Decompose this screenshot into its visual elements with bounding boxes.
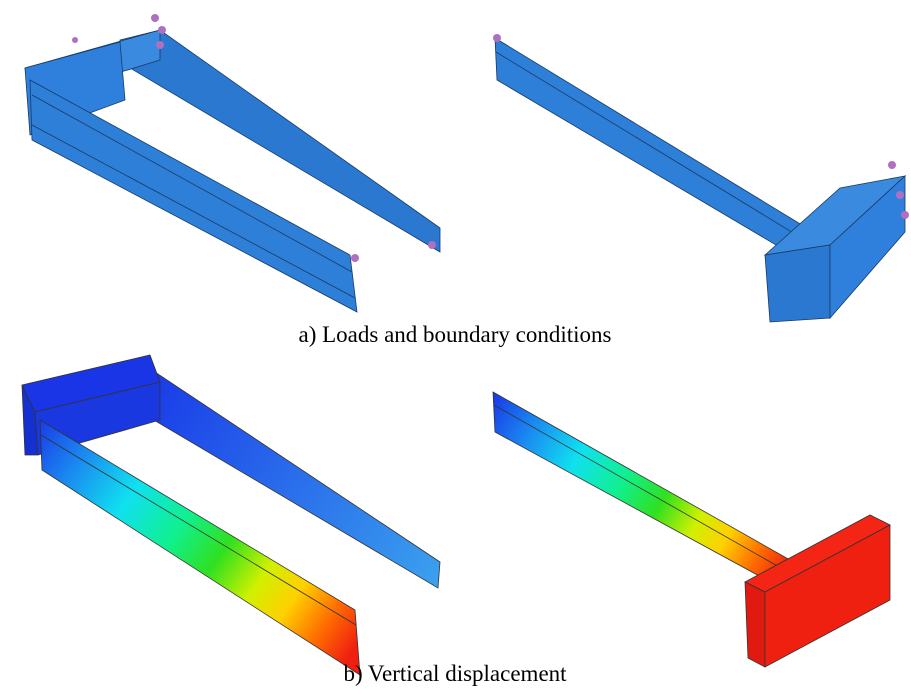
load-symbol	[428, 241, 436, 249]
load-symbol	[351, 254, 359, 262]
beam	[493, 392, 790, 590]
load-symbol	[901, 211, 909, 219]
page: Figure {"captions": ["a) Loads and bound…	[0, 0, 911, 693]
flange-line	[494, 405, 788, 572]
beam	[495, 38, 820, 268]
load-symbol	[493, 34, 501, 42]
flange-line	[496, 52, 818, 248]
flange-line	[32, 95, 352, 272]
model-b-right	[493, 392, 890, 667]
load-symbol	[888, 161, 896, 169]
load-symbol	[151, 14, 159, 22]
figure: a) Loads and boundary conditions b) Vert…	[0, 0, 911, 693]
load-symbol	[156, 41, 164, 49]
body: a) Loads and boundary conditions b) Vert…	[0, 0, 911, 693]
box-front	[765, 245, 830, 322]
box-end	[745, 582, 765, 667]
beam-near	[40, 420, 360, 675]
model-a-left	[25, 14, 440, 312]
caption: a) Loads and boundary conditions	[299, 322, 612, 347]
model-a-right	[493, 34, 909, 322]
load-symbol	[158, 26, 166, 34]
load-symbol	[896, 191, 904, 199]
caption: b) Vertical displacement	[343, 661, 567, 686]
load-symbol	[72, 37, 78, 43]
flange-line	[41, 435, 356, 625]
model-b-left	[22, 355, 440, 675]
beam-near	[30, 80, 357, 312]
beam-far	[120, 372, 440, 588]
